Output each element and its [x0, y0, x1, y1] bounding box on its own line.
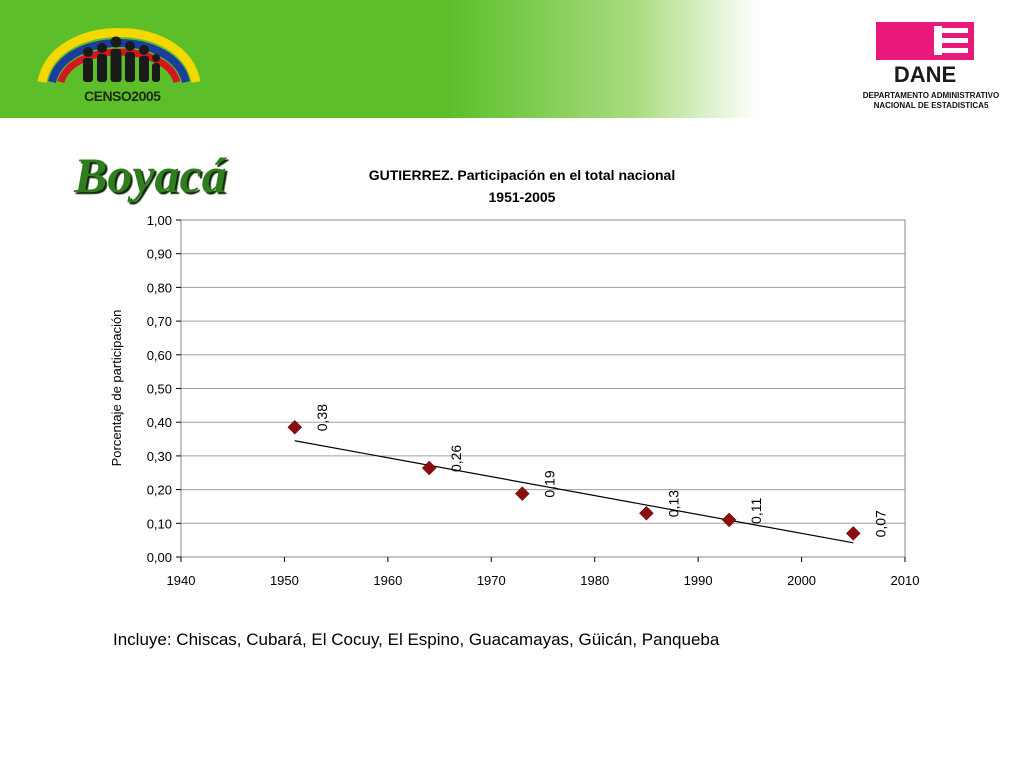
data-point	[639, 505, 654, 521]
chart-title: GUTIERREZ. Participación en el total nac…	[369, 167, 676, 183]
censo-logo-text: CENSO2005	[84, 88, 161, 104]
y-tick-label: 0,60	[147, 348, 172, 363]
y-tick-label: 0,10	[147, 516, 172, 531]
x-tick-label: 1940	[167, 573, 196, 588]
data-label: 0,13	[665, 490, 681, 517]
data-point	[514, 486, 530, 501]
data-point	[287, 419, 303, 435]
x-tick-label: 2000	[787, 573, 816, 588]
x-tick-label: 2010	[891, 573, 920, 588]
trendline	[294, 440, 854, 544]
dane-logo: DANE	[876, 22, 974, 86]
y-tick-label: 0,70	[147, 314, 172, 329]
y-tick-label: 0,90	[147, 247, 172, 262]
data-label: 0,11	[748, 498, 764, 524]
region-title: Boyacá	[74, 147, 227, 203]
y-tick-label: 0,00	[147, 550, 172, 565]
data-point	[845, 526, 861, 541]
data-point	[721, 512, 737, 528]
dane-caption-line1: DEPARTAMENTO ADMINISTRATIVO	[862, 91, 1000, 100]
data-label: 0,07	[872, 510, 888, 537]
data-label: 0,26	[448, 445, 464, 472]
censo-logo	[37, 28, 201, 84]
y-tick-label: 0,50	[147, 382, 172, 397]
x-tick-label: 1960	[373, 573, 402, 588]
x-tick-label: 1970	[477, 573, 506, 588]
x-tick-label: 1990	[684, 573, 713, 588]
x-tick-label: 1950	[270, 573, 299, 588]
y-tick-label: 1,00	[147, 213, 172, 228]
data-label: 0,38	[314, 404, 330, 431]
x-tick-label: 1980	[580, 573, 609, 588]
y-tick-label: 0,20	[147, 483, 172, 498]
footnote: Incluye: Chiscas, Cubará, El Cocuy, El E…	[113, 630, 720, 649]
y-tick-label: 0,40	[147, 415, 172, 430]
dane-caption: DEPARTAMENTO ADMINISTRATIVO NACIONAL DE …	[846, 91, 1016, 111]
y-axis-label: Porcentaje de participación	[109, 310, 124, 467]
y-tick-label: 0,80	[147, 280, 172, 295]
y-tick-label: 0,30	[147, 449, 172, 464]
dane-caption-line2: NACIONAL DE ESTADISTICA5	[873, 101, 989, 110]
chart-subtitle: 1951-2005	[489, 189, 556, 205]
data-label: 0,19	[541, 470, 557, 497]
dane-logo-text: DANE	[894, 62, 956, 86]
data-point	[421, 460, 437, 476]
